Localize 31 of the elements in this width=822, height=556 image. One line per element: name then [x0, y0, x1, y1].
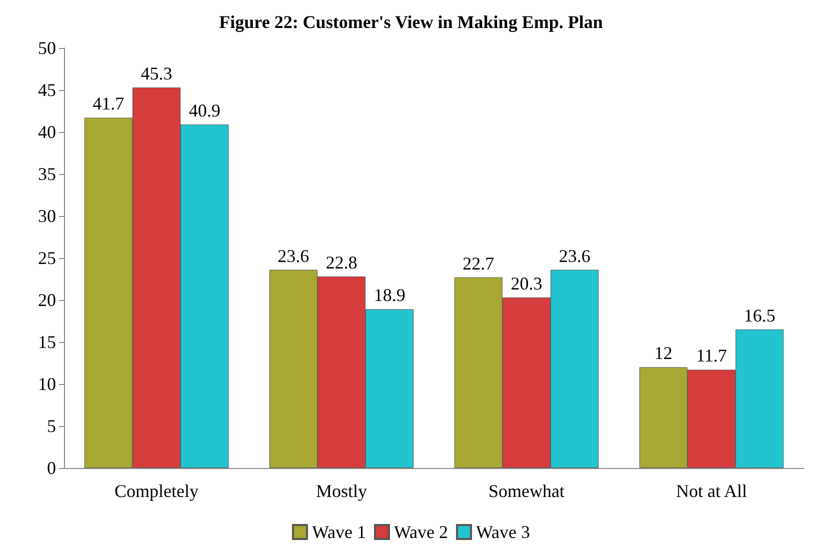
legend-label: Wave 3 [476, 522, 530, 542]
legend-label: Wave 1 [312, 522, 366, 542]
legend-label: Wave 2 [394, 522, 448, 542]
data-label: 11.7 [696, 346, 727, 366]
chart-title: Figure 22: Customer's View in Making Emp. Plan [219, 12, 603, 32]
data-label: 41.7 [92, 94, 124, 114]
y-tick-label: 30 [38, 206, 56, 226]
y-tick-label: 0 [47, 458, 56, 478]
data-label: 23.6 [278, 246, 310, 266]
data-label: 40.9 [188, 100, 220, 120]
data-label: 23.6 [558, 246, 590, 266]
data-label: 22.7 [462, 253, 494, 274]
y-tick-label: 20 [38, 290, 56, 310]
x-tick-label: Completely [114, 481, 198, 501]
y-tick-label: 50 [38, 38, 56, 58]
data-label: 18.9 [374, 285, 406, 306]
y-tick-label: 15 [38, 332, 56, 352]
y-tick-label: 40 [38, 122, 56, 142]
y-tick-label: 5 [47, 416, 56, 436]
data-label: 45.3 [140, 63, 172, 84]
x-tick-label: Not at All [676, 481, 747, 501]
y-tick-label: 45 [38, 80, 56, 100]
data-label: 12 [654, 343, 672, 364]
data-label: 22.8 [326, 252, 358, 272]
x-tick-label: Mostly [316, 481, 368, 501]
y-tick-label: 10 [38, 374, 56, 394]
y-tick-label: 25 [38, 248, 56, 268]
y-tick-label: 35 [38, 164, 56, 184]
x-tick-label: Somewhat [488, 481, 564, 501]
data-label: 16.5 [744, 305, 776, 326]
data-label: 20.3 [510, 273, 542, 294]
